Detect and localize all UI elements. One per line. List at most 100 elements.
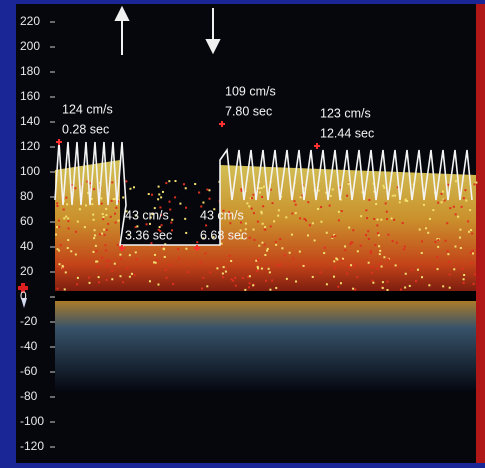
speckle <box>292 258 294 260</box>
speckle <box>263 244 265 246</box>
speckle <box>340 282 342 284</box>
speckle <box>314 239 316 241</box>
speckle <box>270 225 272 227</box>
speckle <box>249 237 251 239</box>
speckle <box>338 211 340 213</box>
speckle <box>177 248 179 250</box>
speckle <box>194 183 196 185</box>
speckle <box>263 186 265 188</box>
speckle <box>309 224 311 226</box>
speckle <box>365 234 367 236</box>
speckle <box>334 235 336 237</box>
speckle <box>223 266 225 268</box>
speckle <box>448 261 450 263</box>
scale-label: 40 <box>20 239 34 253</box>
speckle <box>253 228 255 230</box>
speckle <box>65 197 67 199</box>
speckle <box>235 285 237 287</box>
speckle <box>415 280 417 282</box>
speckle <box>230 260 232 262</box>
speckle <box>103 229 105 231</box>
speckle <box>119 275 121 277</box>
speckle <box>67 239 69 241</box>
scale-label: 120 <box>20 139 40 153</box>
speckle <box>95 250 97 252</box>
edge-strip <box>476 4 485 463</box>
speckle <box>60 244 62 246</box>
speckle <box>106 279 108 281</box>
speckle <box>102 216 104 218</box>
speckle <box>404 246 406 248</box>
speckle <box>129 254 131 256</box>
speckle <box>375 203 377 205</box>
speckle <box>125 180 127 182</box>
speckle <box>253 239 255 241</box>
speckle <box>178 257 180 259</box>
speckle <box>100 197 102 199</box>
speckle <box>187 271 189 273</box>
speckle <box>307 201 309 203</box>
speckle <box>317 208 319 210</box>
speckle <box>284 254 286 256</box>
speckle <box>92 214 94 216</box>
speckle <box>278 209 280 211</box>
speckle <box>199 261 201 263</box>
speckle <box>371 266 373 268</box>
speckle <box>277 215 279 217</box>
speckle <box>169 201 171 203</box>
speckle <box>202 202 204 204</box>
speckle <box>387 234 389 236</box>
speckle <box>84 226 86 228</box>
speckle <box>169 208 171 210</box>
speckle <box>151 194 153 196</box>
speckle <box>136 258 138 260</box>
speckle <box>368 238 370 240</box>
speckle <box>453 206 455 208</box>
speckle <box>115 222 117 224</box>
speckle <box>105 214 107 216</box>
speckle <box>455 180 457 182</box>
speckle <box>222 273 224 275</box>
speckle <box>382 185 384 187</box>
speckle <box>387 258 389 260</box>
speckle <box>133 186 135 188</box>
scale-label: 220 <box>20 14 40 28</box>
speckle <box>349 243 351 245</box>
speckle <box>405 273 407 275</box>
speckle <box>291 212 293 214</box>
speckle <box>379 250 381 252</box>
velocity-label: 123 cm/s <box>320 106 371 120</box>
speckle <box>336 258 338 260</box>
speckle <box>174 180 176 182</box>
speckle <box>344 245 346 247</box>
speckle <box>373 218 375 220</box>
speckle <box>111 200 113 202</box>
speckle <box>168 180 170 182</box>
speckle <box>179 203 181 205</box>
speckle <box>127 268 129 270</box>
speckle <box>383 256 385 258</box>
scale-label: -60 <box>20 364 38 378</box>
speckle <box>402 222 404 224</box>
speckle <box>95 245 97 247</box>
speckle <box>337 286 339 288</box>
speckle <box>332 188 334 190</box>
speckle <box>134 274 136 276</box>
doppler-image: 220200180160140120100806040200-20-40-60-… <box>0 0 485 463</box>
speckle <box>115 207 117 209</box>
speckle <box>94 229 96 231</box>
speckle <box>67 217 69 219</box>
speckle <box>114 263 116 265</box>
speckle <box>423 204 425 206</box>
speckle <box>425 227 427 229</box>
speckle <box>122 281 124 283</box>
speckle <box>320 206 322 208</box>
speckle <box>74 187 76 189</box>
scale-label: -40 <box>20 339 38 353</box>
speckle <box>68 227 70 229</box>
speckle <box>341 259 343 261</box>
scale-label: -80 <box>20 389 38 403</box>
speckle <box>75 231 77 233</box>
speckle <box>99 233 101 235</box>
scale-label: 140 <box>20 114 40 128</box>
